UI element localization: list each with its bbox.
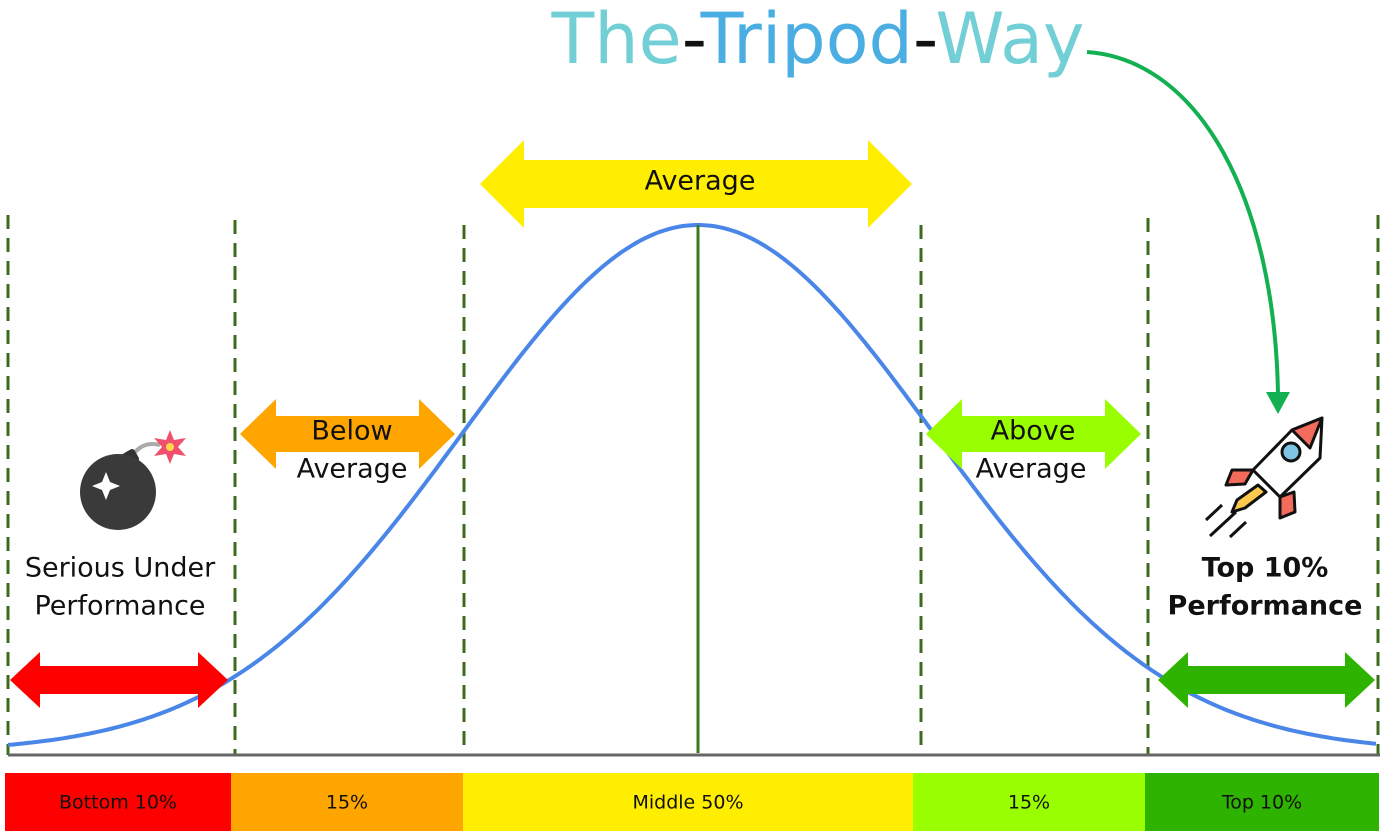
scale-segment [5, 773, 231, 831]
scale-segment [231, 773, 463, 831]
arrow-label: Average [645, 166, 756, 197]
annotation: Serious Under [25, 553, 216, 584]
scale-bar: Bottom 10% 15% Middle 50% 15% Top 10% [5, 773, 1379, 831]
arrow-label: Above [991, 416, 1076, 447]
scale-label: Top 10% [1221, 792, 1302, 814]
scale-segment [463, 773, 913, 831]
scale-label: 15% [326, 792, 368, 814]
title-part: The [551, 0, 682, 80]
title-part: - [913, 0, 935, 80]
bomb-icon [80, 430, 186, 530]
title: The-Tripod-Way [551, 0, 1085, 80]
bell-curve [7, 223, 1377, 747]
arrow-label: Below [311, 416, 392, 447]
double-arrow [10, 652, 228, 708]
scale-label: Bottom 10% [59, 792, 177, 814]
arrow-label: Average [297, 454, 408, 485]
annotation: Performance [34, 591, 205, 622]
double-arrow [480, 140, 912, 228]
annotation: Performance [1168, 591, 1363, 622]
title-part: Way [935, 0, 1084, 80]
scale-segment [1145, 773, 1379, 831]
double-arrow [926, 399, 1141, 469]
scale-segment [913, 773, 1145, 831]
double-arrow [1158, 652, 1375, 708]
arrows [10, 140, 1375, 708]
scale-label: 15% [1008, 792, 1050, 814]
title-part: Tripod [700, 0, 913, 80]
arrow-label: Average [976, 454, 1087, 485]
pointer-arrowhead [1266, 392, 1290, 414]
annotation: Top 10% [1202, 553, 1329, 584]
double-arrow [240, 399, 455, 469]
pointer-arrow [1086, 50, 1280, 396]
scale-label: Middle 50% [632, 792, 743, 814]
rocket-icon [1204, 416, 1324, 539]
title-part: - [682, 0, 704, 80]
